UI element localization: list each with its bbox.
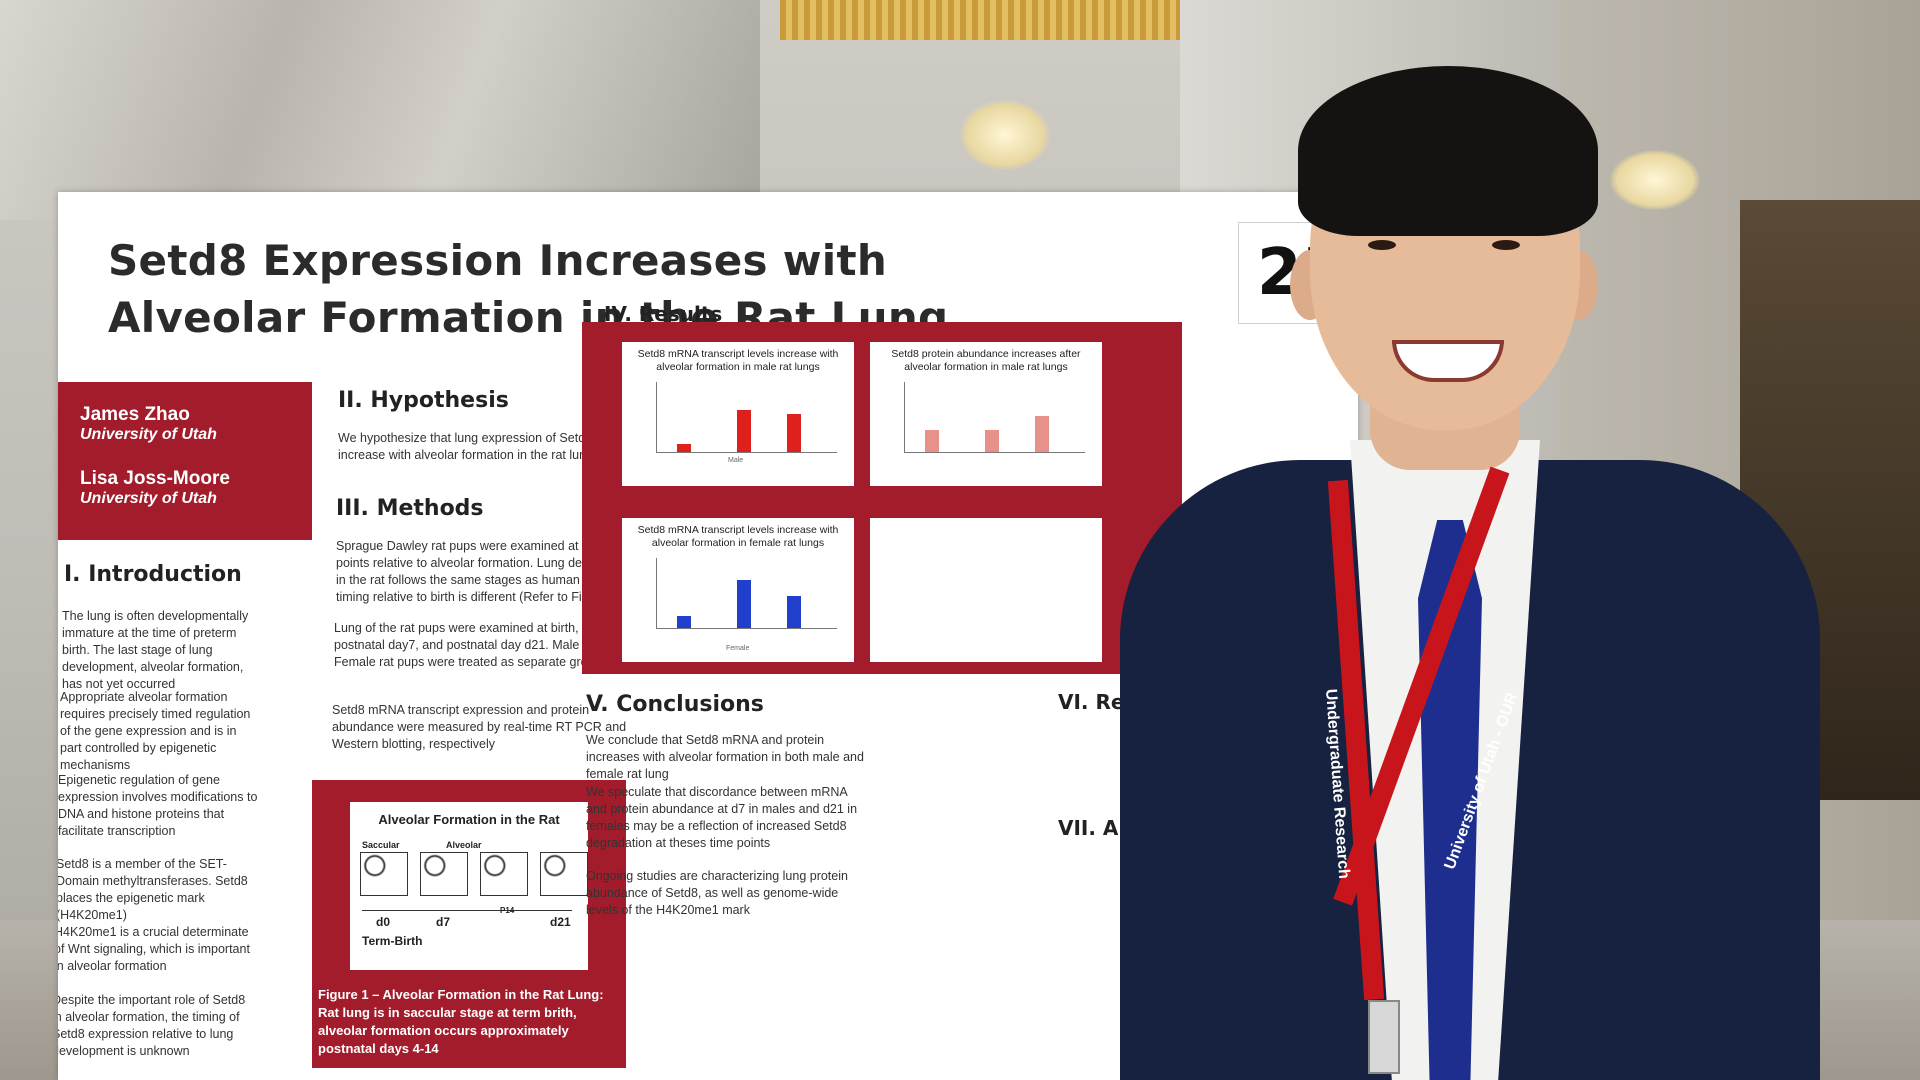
intro-paragraph: Appropriate alveolar formation requires … [60, 690, 251, 772]
chart-bar [677, 616, 691, 628]
author-name: Lisa Joss-Moore [80, 468, 230, 489]
chart-xlabel: Female [726, 645, 750, 652]
poster-title-line: Setd8 Expression Increases with [108, 236, 888, 285]
results-chart: Setd8 protein abundance increases after … [870, 342, 1102, 486]
chart-bar [677, 444, 691, 452]
stage-label-alveolar: Alveolar [446, 840, 482, 850]
conclusion-paragraph: We speculate that discordance between mR… [586, 785, 858, 850]
chart-title: Setd8 mRNA transcript levels increase wi… [637, 348, 839, 373]
hair [1298, 66, 1598, 236]
histology-image [360, 852, 408, 896]
intro-paragraph: Epigenetic regulation of gene expression… [58, 773, 258, 838]
methods-heading: III. Methods [336, 496, 484, 521]
results-chart: Setd8 mRNA transcript levels increase wi… [622, 342, 854, 486]
conclusions-heading: V. Conclusions [586, 692, 764, 717]
histology-image [420, 852, 468, 896]
author-name: James Zhao [80, 404, 190, 425]
histology-images [360, 852, 588, 896]
timeline-label: d7 [436, 915, 451, 929]
stage-label-saccular: Saccular [362, 840, 400, 850]
eye [1368, 240, 1396, 250]
methods-paragraph: Sprague Dawley rat pups were examined at… [336, 539, 640, 604]
timeline-label: d0 [376, 915, 391, 929]
intro-paragraph: Despite the important role of Setd8 in a… [58, 993, 246, 1058]
chart-bar [737, 410, 751, 452]
chart-title: Setd8 protein abundance increases after … [891, 348, 1081, 373]
histology-image [480, 852, 528, 896]
chart-bar [787, 596, 801, 628]
author-affiliation: University of Utah [80, 490, 217, 507]
timeline-sublabel: Term-Birth [362, 934, 423, 948]
eye [1492, 240, 1520, 250]
figure-1: Alveolar Formation in the Rat Saccular A… [312, 780, 626, 1068]
figure-1-caption: Figure 1 – Alveolar Formation in the Rat… [318, 987, 604, 1056]
histology-image [540, 852, 588, 896]
gold-molding [780, 0, 1180, 40]
methods-paragraph: Lung of the rat pups were examined at bi… [334, 621, 615, 669]
conclusion-paragraph: Ongoing studies are characterizing lung … [586, 869, 848, 917]
badge-clip [1368, 1000, 1400, 1074]
intro-paragraph: The lung is often developmentally immatu… [62, 609, 249, 691]
chart-plot [904, 382, 1085, 453]
timeline-label: P14 [500, 906, 515, 915]
student-presenter: Undergraduate Research University of Uta… [1120, 40, 1820, 1080]
introduction-heading: I. Introduction [64, 562, 242, 587]
methods-paragraph: Setd8 mRNA transcript expression and pro… [332, 703, 627, 751]
chart-bar [787, 414, 801, 452]
results-panel: Setd8 mRNA transcript levels increase wi… [582, 322, 1182, 674]
ceiling-light [1610, 150, 1700, 210]
conclusion-paragraph: We conclude that Setd8 mRNA and protein … [586, 733, 864, 781]
results-chart: Setd8 mRNA transcript levels increase wi… [622, 518, 854, 662]
figure-1-title: Alveolar Formation in the Rat [378, 812, 560, 827]
timeline-label: d21 [550, 915, 571, 929]
chart-title: Setd8 mRNA transcript levels increase wi… [637, 524, 839, 549]
chart-xlabel: Male [728, 457, 744, 464]
hypothesis-heading: II. Hypothesis [338, 388, 509, 413]
ceiling-light [960, 100, 1050, 170]
timeline-axis [362, 910, 572, 911]
intro-paragraph: Setd8 is a member of the SET-Domain meth… [58, 857, 248, 922]
chart-plot [656, 382, 837, 453]
author-box: James Zhao University of Utah Lisa Joss-… [58, 382, 312, 540]
results-chart-partial [870, 518, 1102, 662]
figure-1-panel: Alveolar Formation in the Rat Saccular A… [350, 802, 588, 970]
chart-bar [1035, 416, 1049, 452]
chart-bar [985, 430, 999, 452]
chart-bar [925, 430, 939, 452]
acknowledgements-heading: VII. A [1058, 816, 1119, 840]
chart-plot [656, 558, 837, 629]
intro-paragraph: H4K20me1 is a crucial determinate of Wnt… [58, 925, 250, 973]
chart-bar [737, 580, 751, 628]
marble-wall-left [0, 0, 760, 220]
hypothesis-text: We hypothesize that lung expression of S… [338, 431, 613, 462]
author-affiliation: University of Utah [80, 426, 217, 443]
